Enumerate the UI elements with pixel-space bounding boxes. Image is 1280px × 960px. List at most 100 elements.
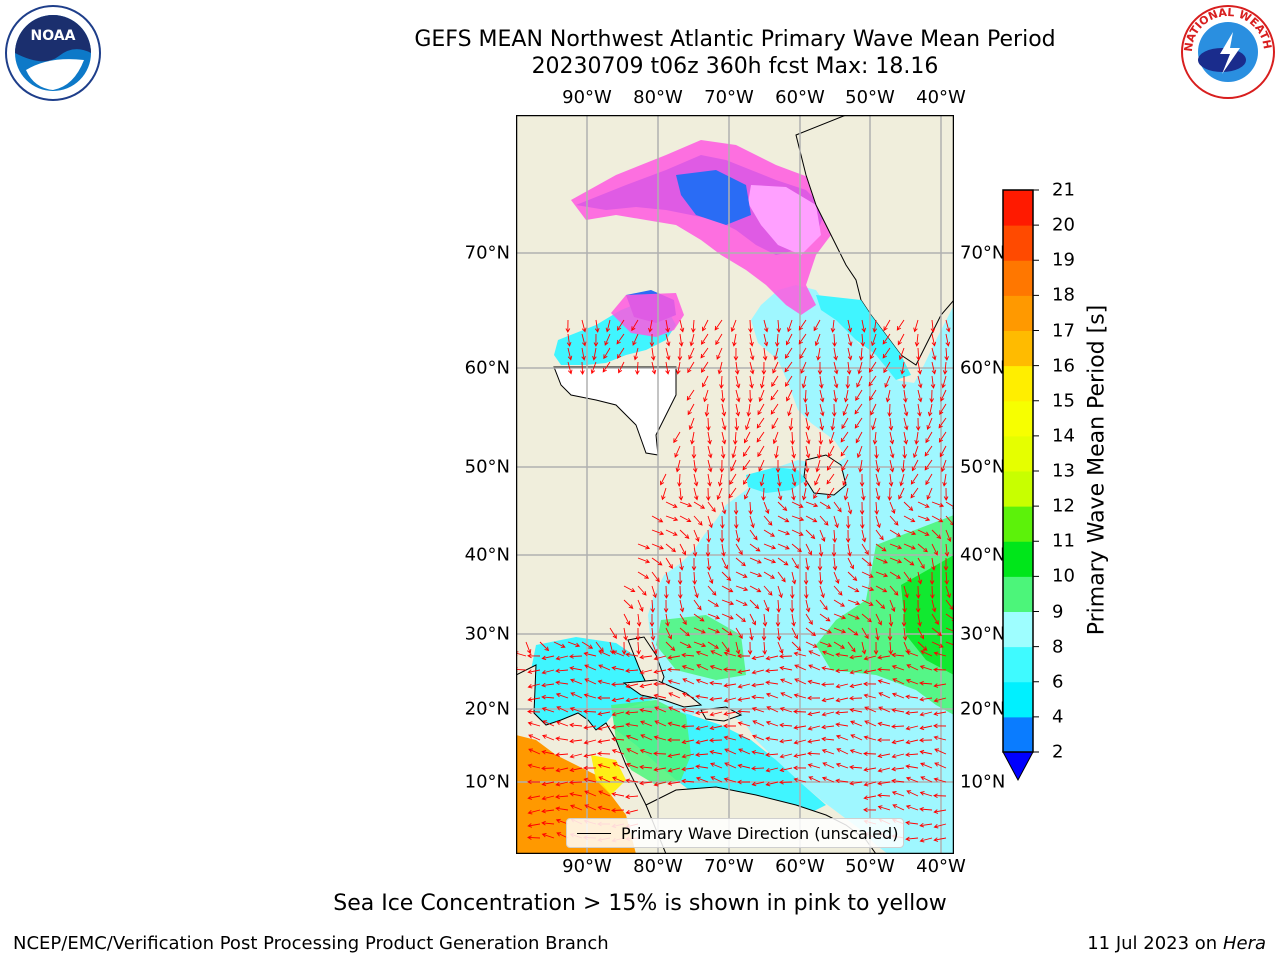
wave-arrow bbox=[791, 557, 799, 569]
lon-label-bot: 70°W bbox=[704, 856, 754, 877]
wave-arrow bbox=[695, 694, 709, 700]
wave-arrow bbox=[665, 529, 678, 536]
wave-arrow bbox=[939, 445, 947, 458]
wave-arrow bbox=[762, 613, 768, 627]
wave-arrow bbox=[931, 361, 937, 375]
wave-arrow bbox=[623, 613, 631, 626]
wave-arrow bbox=[743, 431, 751, 444]
colorbar-tick-label: 16 bbox=[1052, 355, 1075, 377]
wave-arrow bbox=[814, 333, 821, 347]
colorbar-swatch bbox=[1003, 225, 1033, 261]
wave-arrow bbox=[843, 487, 849, 501]
wave-arrow bbox=[594, 319, 600, 333]
wave-arrow bbox=[788, 417, 794, 431]
wave-arrow bbox=[714, 319, 723, 331]
wave-arrow bbox=[863, 767, 877, 772]
wave-arrow bbox=[650, 347, 656, 361]
map-legend: Primary Wave Direction (unscaled) bbox=[566, 818, 904, 848]
wave-arrow bbox=[833, 515, 839, 529]
wave-arrow bbox=[833, 599, 845, 607]
wave-arrow bbox=[746, 403, 752, 417]
wave-arrow bbox=[776, 319, 782, 333]
wave-arrow bbox=[763, 585, 773, 596]
wave-arrow bbox=[611, 665, 625, 671]
wave-arrow bbox=[651, 571, 660, 583]
wave-arrow bbox=[593, 333, 599, 347]
wave-arrow bbox=[889, 431, 895, 445]
wave-arrow bbox=[798, 333, 807, 345]
wave-arrow bbox=[679, 557, 684, 571]
wave-arrow bbox=[889, 599, 896, 613]
wave-arrow bbox=[667, 667, 681, 672]
wave-arrow bbox=[747, 641, 753, 655]
wave-arrow bbox=[749, 515, 755, 529]
wave-arrow bbox=[749, 613, 756, 626]
wave-arrow bbox=[735, 585, 749, 592]
wave-arrow bbox=[688, 417, 695, 431]
wave-arrow bbox=[611, 711, 625, 717]
lon-label-top: 40°W bbox=[916, 87, 966, 108]
wave-arrow bbox=[569, 767, 583, 773]
wave-arrow bbox=[835, 668, 849, 674]
wave-arrow bbox=[525, 641, 532, 655]
wave-arrow bbox=[861, 557, 873, 567]
wave-arrow bbox=[597, 805, 611, 811]
wave-arrow bbox=[833, 347, 838, 361]
wave-arrow bbox=[822, 650, 835, 657]
wave-arrow bbox=[732, 333, 737, 347]
wave-arrow bbox=[707, 501, 716, 513]
wave-arrow bbox=[693, 599, 702, 611]
wave-arrow bbox=[695, 725, 709, 731]
wave-arrow bbox=[592, 347, 597, 361]
wave-arrow bbox=[758, 389, 765, 403]
wave-arrow bbox=[584, 790, 597, 797]
wave-arrow bbox=[805, 557, 810, 571]
wave-arrow bbox=[930, 375, 936, 389]
wave-arrow bbox=[742, 473, 751, 485]
wave-arrow bbox=[653, 655, 667, 661]
wave-arrow bbox=[884, 375, 891, 388]
wave-arrow bbox=[779, 767, 793, 773]
wave-arrow bbox=[863, 795, 877, 800]
wave-arrow bbox=[819, 403, 825, 417]
wave-arrow bbox=[887, 403, 892, 417]
wave-arrow bbox=[803, 389, 808, 403]
wave-arrow bbox=[917, 375, 923, 389]
wave-arrow bbox=[896, 319, 905, 331]
wave-arrow bbox=[609, 627, 617, 640]
wave-arrow bbox=[637, 599, 644, 612]
lat-label-right: 10°N bbox=[960, 771, 1006, 793]
wave-arrow bbox=[793, 765, 807, 771]
wave-arrow bbox=[541, 766, 555, 771]
wave-arrow bbox=[737, 779, 751, 785]
wave-arrow bbox=[735, 529, 741, 543]
wave-arrow bbox=[566, 333, 572, 347]
wave-arrow bbox=[827, 487, 835, 499]
wave-arrow bbox=[700, 333, 709, 345]
colorbar-swatch bbox=[1003, 646, 1033, 683]
wave-arrow bbox=[831, 403, 837, 417]
wave-arrow bbox=[583, 765, 596, 771]
wave-arrow bbox=[843, 389, 849, 403]
wave-arrow bbox=[819, 613, 831, 622]
wave-arrow bbox=[709, 696, 723, 702]
wave-arrow bbox=[695, 776, 709, 783]
wave-arrow bbox=[693, 613, 705, 622]
wave-arrow bbox=[721, 641, 730, 653]
wave-arrow bbox=[663, 599, 669, 613]
wave-arrow bbox=[847, 585, 860, 593]
wave-arrow bbox=[681, 753, 695, 759]
wave-arrow bbox=[882, 333, 891, 345]
wave-arrow bbox=[818, 431, 824, 445]
wave-arrow bbox=[785, 333, 793, 346]
wave-arrow bbox=[688, 347, 695, 360]
wave-arrow bbox=[542, 720, 555, 727]
wave-arrow bbox=[654, 720, 667, 727]
wave-arrow bbox=[583, 709, 597, 714]
colorbar-swatch bbox=[1003, 190, 1033, 226]
wave-arrow bbox=[650, 627, 656, 641]
wave-arrow bbox=[604, 333, 611, 346]
wave-arrow bbox=[917, 361, 922, 375]
wave-arrow bbox=[787, 319, 793, 333]
wave-arrow bbox=[931, 627, 943, 637]
